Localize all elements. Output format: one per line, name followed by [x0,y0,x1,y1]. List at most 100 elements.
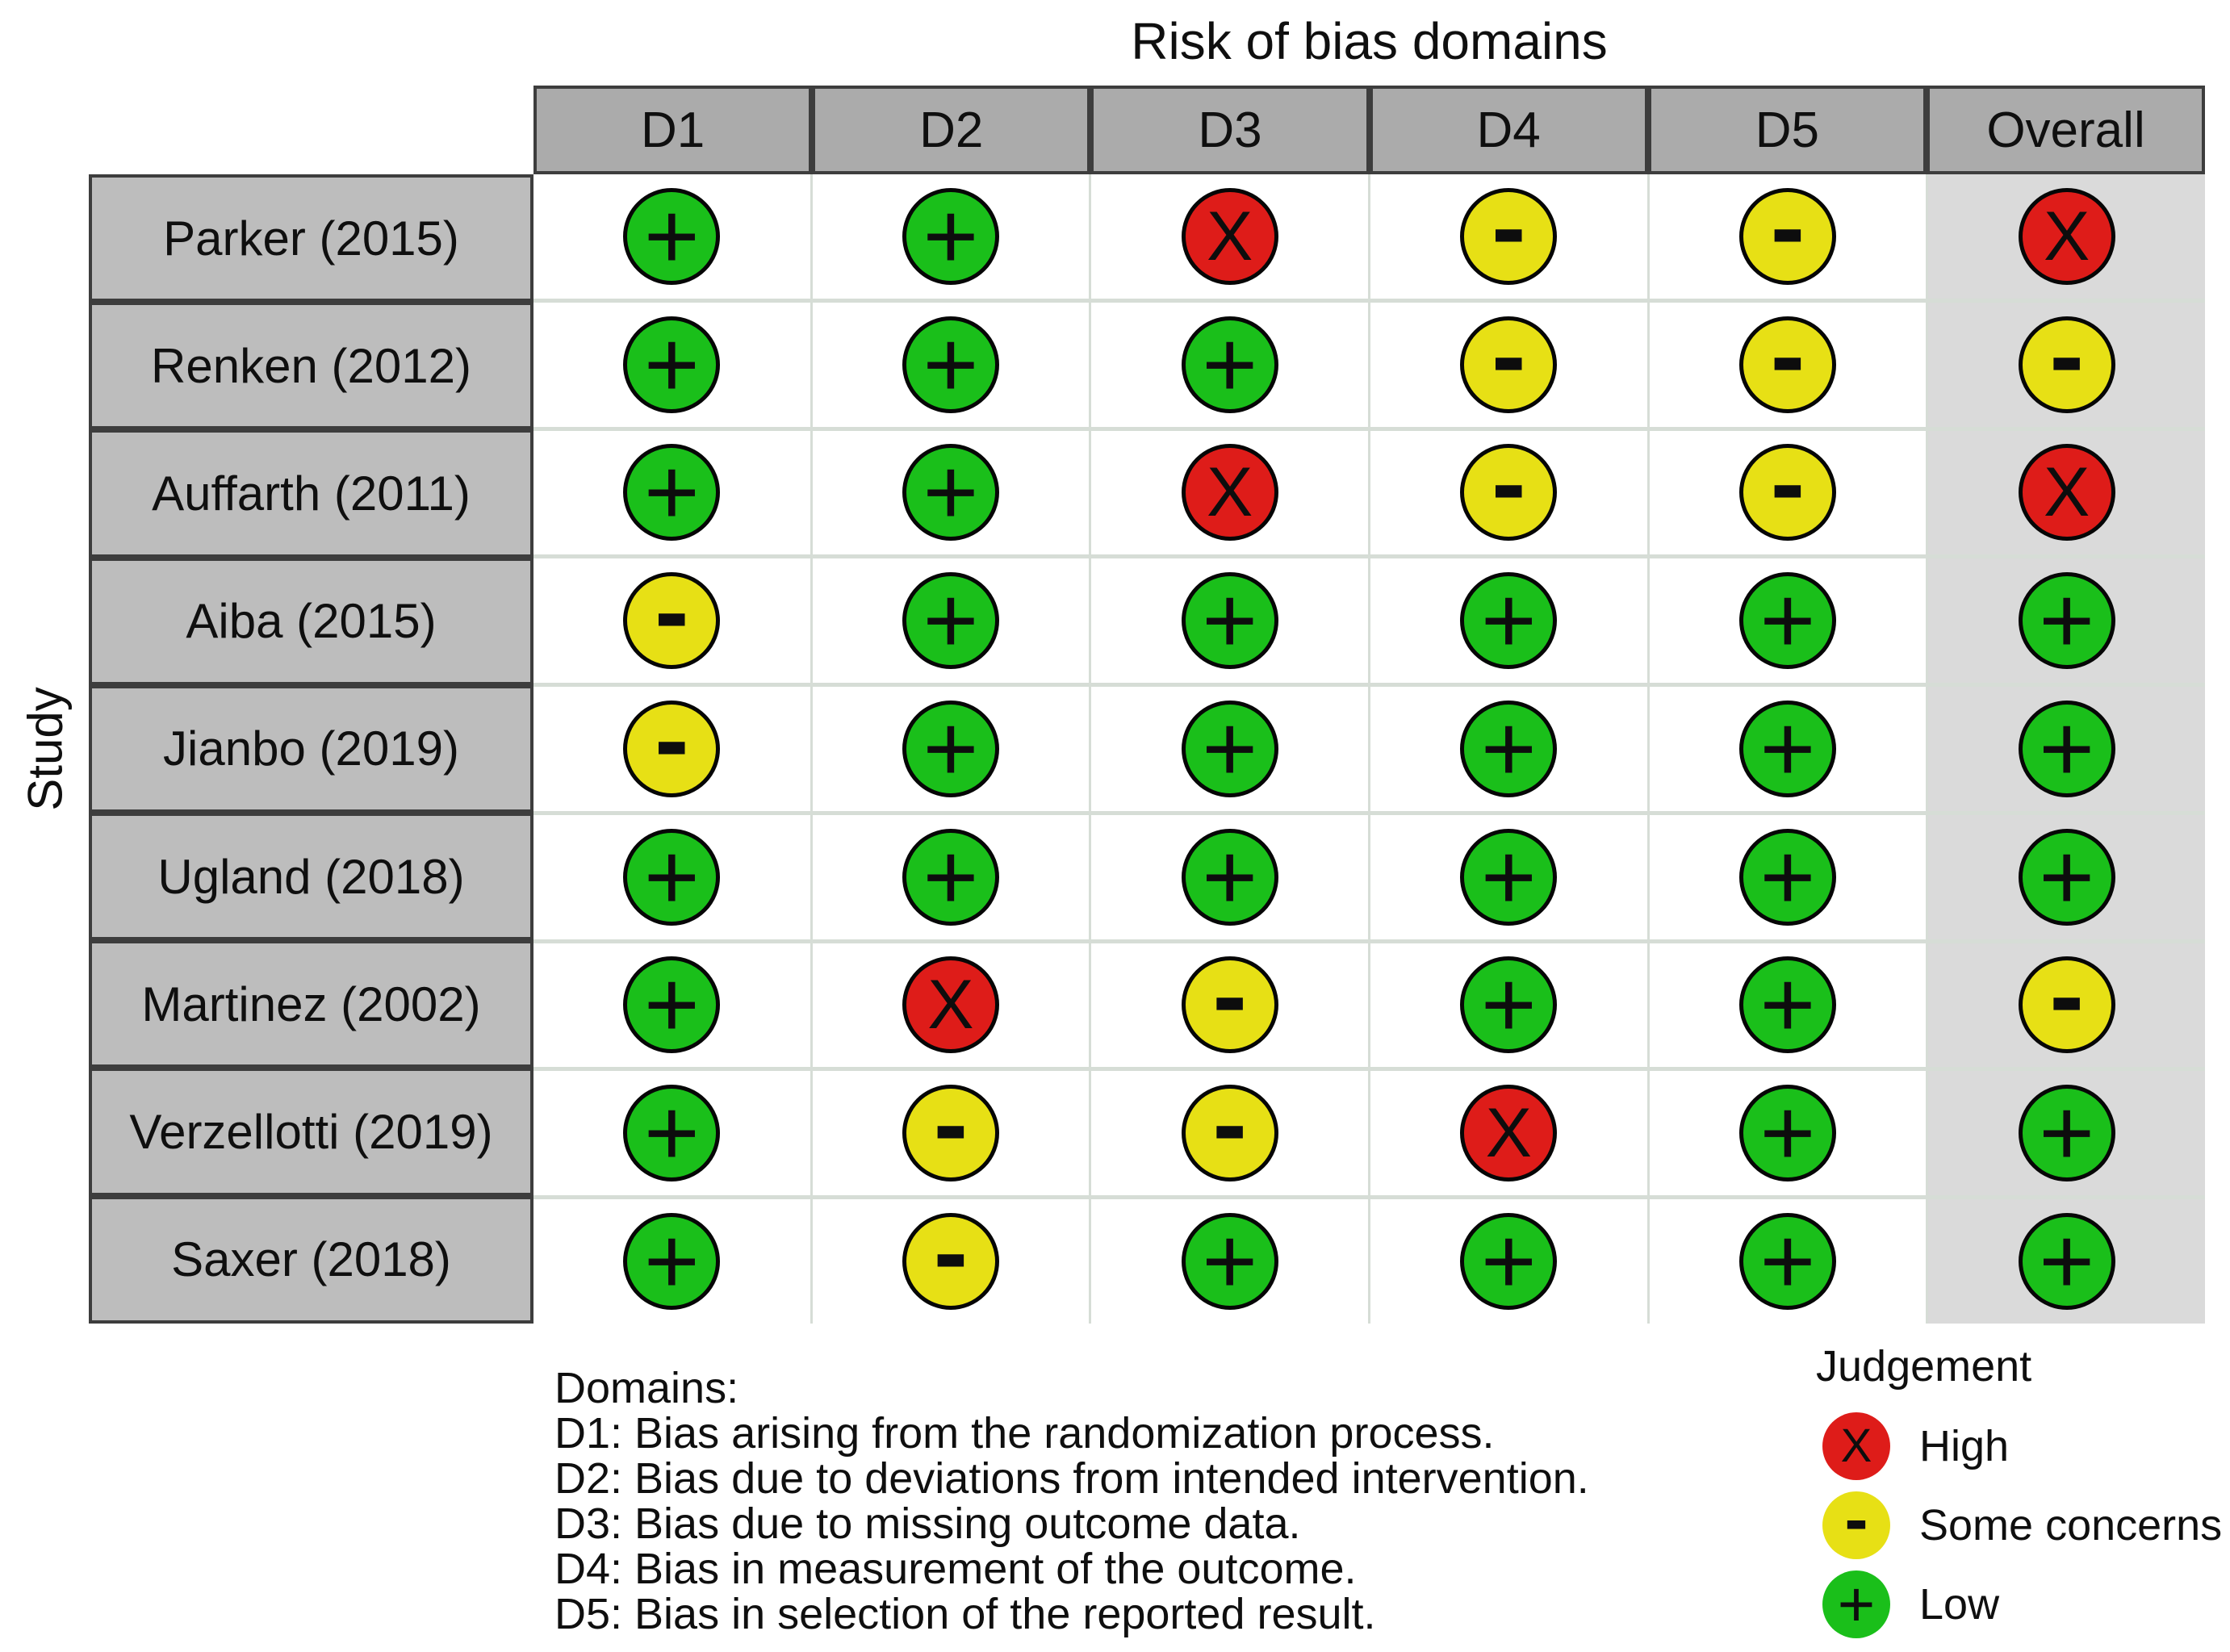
judgement-marker-low: + [623,311,721,418]
judgement-symbol-high: X [1206,454,1253,532]
judgement-marker-low: + [1738,572,1836,670]
judgement-symbol-some: - [1492,297,1526,413]
domain-header-row: D1 D2 D3 D4 D5 Overall [533,86,2206,174]
chart-title: Risk of bias domains [1131,12,1608,70]
judgement-cell-renken-d3: + [1091,302,1368,427]
judgement-marker-some: - [1738,432,1836,542]
judgement-marker-some: - [623,560,721,670]
judgement-symbol-low: + [923,695,979,802]
judgement-marker-low: + [1738,700,1836,797]
judgement-cell-ugland-d1: + [533,814,810,939]
judgement-cell-jianbo-d4: + [1370,687,1647,811]
judgement-cell-martinez-d2: X [812,943,1090,1068]
judgement-cell-ugland-d4: + [1370,814,1647,939]
judgement-cell-martinez-d4: + [1370,943,1647,1068]
judgement-marker-some: - [1738,303,1836,413]
judgement-cell-saxer-d3: + [1091,1199,1368,1324]
judgement-cell-jianbo-d1: - [533,687,810,811]
judgement-symbol-low: + [1480,567,1537,675]
judgement-marker-low: + [1460,1212,1558,1310]
judgement-marker-low: + [623,439,721,546]
judgement-marker-low: + [1181,316,1278,413]
judgement-cell-parker-d4: - [1370,174,1647,299]
judgement-symbol-some: - [1212,1066,1247,1182]
judgement-symbol-some: - [655,681,689,797]
judgement-symbol-low: + [643,823,700,931]
judgement-cell-parker-d5: - [1649,169,1927,299]
judgement-cell-ugland-d2: + [812,814,1090,939]
judgement-marker-low: + [1181,828,1278,926]
judgement-cell-saxer-d4: + [1370,1199,1647,1324]
judgement-symbol-some: - [1212,938,1247,1054]
judgement-marker-some: - [902,1073,999,1182]
judgement-marker-low: + [1738,1085,1836,1182]
column-header-d5: D5 [1647,86,1927,174]
judgement-cell-jianbo-d2: + [812,687,1090,811]
judgement-cell-saxer-overall: + [1928,1199,2205,1324]
study-label: Martinez (2002) [89,940,533,1069]
judgement-cell-martinez-overall: - [1928,943,2205,1068]
judgement-cell-aiba-d1: - [533,558,810,684]
judgement-cell-auffarth-d4: - [1370,430,1647,555]
judgement-symbol-some: - [2049,938,2084,1054]
judgement-symbol-low: + [1837,1568,1876,1640]
judgement-symbol-low: + [643,182,700,290]
judgement-symbol-low: + [1202,695,1258,802]
judgement-cell-verzellotti-d2: - [812,1071,1090,1196]
judgement-symbol-high: X [1840,1420,1872,1472]
judgement-cell-verzellotti-d3: - [1091,1071,1368,1196]
judgement-symbol-low: + [1759,1207,1816,1315]
judgement-symbol-low: + [2039,567,2095,675]
study-label: Verzellotti (2019) [89,1068,533,1196]
study-label: Parker (2015) [89,174,533,303]
judgement-marker-some: - [1460,175,1558,285]
study-label-column: Parker (2015) Renken (2012) Auffarth (2011… [89,174,533,1324]
judgement-cell-aiba-d3: + [1091,558,1368,684]
judgement-symbol-some: - [1770,297,1805,413]
judgement-cell-parker-d2: + [812,174,1090,299]
judgement-symbol-high: X [1485,1094,1532,1173]
judgement-marker-some: - [1181,944,1278,1054]
judgement-symbol-some: - [1844,1478,1868,1558]
judgement-symbol-low: + [2039,1207,2095,1315]
judgement-cell-martinez-d3: - [1091,943,1368,1068]
judgement-marker-some: - [1460,432,1558,542]
judgement-cell-renken-overall: - [1928,302,2205,427]
judgement-marker-low: + [2018,1207,2115,1315]
judgement-marker-some: - [623,688,721,797]
judgement-symbol-low: + [923,311,979,418]
judgement-symbol-some: - [1770,169,1805,285]
judgement-marker-low: + [1181,695,1278,802]
judgement-marker-low: + [902,187,999,285]
legend-label-low: Low [1919,1580,2000,1629]
domain-description-d1: D1: Bias arising from the randomization … [554,1409,1495,1458]
domains-footnote: Domains: D1: Bias arising from the rando… [554,1366,1589,1637]
judgement-marker-low: + [1738,828,1836,926]
judgement-symbol-low: + [643,439,700,546]
judgement-symbol-some: - [933,1194,969,1310]
legend-label-high: High [1919,1422,2010,1470]
domain-description-d5: D5: Bias in selection of the reported re… [554,1590,1376,1638]
judgement-symbol-low: + [2039,695,2095,802]
judgement-symbol-low: + [1480,695,1537,802]
judgement-legend: Judgement X High - Some concerns + Low [1816,1341,2222,1650]
study-label: Jianbo (2019) [89,684,533,813]
judgement-marker-low: + [2018,695,2115,802]
column-header-d3: D3 [1090,86,1370,174]
judgement-marker-low: + [1460,567,1558,675]
legend-label-some: Some concerns [1919,1501,2223,1550]
judgement-marker-low: + [902,444,999,542]
judgement-cell-verzellotti-d5: + [1649,1071,1927,1196]
judgement-grid: + + X - - X + + + - - - + + X - - X - + + + + + - + + + + + + + + + + + + X - +… [533,174,2205,1324]
judgement-symbol-low: + [923,823,979,931]
judgement-marker-high: X [2018,444,2115,542]
domain-description-d3: D3: Bias due to missing outcome data. [554,1499,1301,1548]
judgement-cell-aiba-d2: + [812,558,1090,684]
judgement-cell-renken-d2: + [812,302,1090,427]
judgement-marker-some: - [1181,1073,1278,1182]
column-header-d2: D2 [812,86,1091,174]
judgement-marker-low: + [1738,956,1836,1054]
judgement-cell-renken-d5: - [1649,302,1927,427]
judgement-symbol-low: + [643,311,700,418]
judgement-marker-low: + [1738,1207,1836,1315]
